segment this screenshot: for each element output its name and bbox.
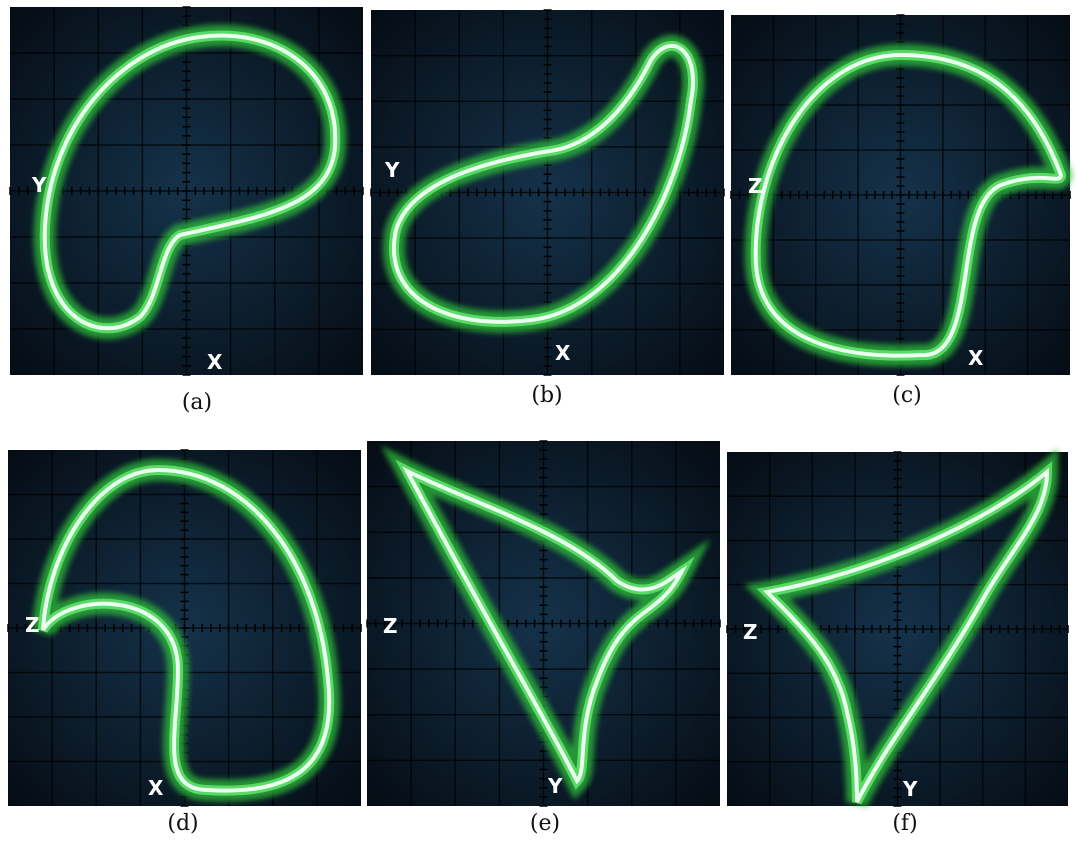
vertical-axis-label: Z [748, 174, 763, 198]
panel-caption: (b) [531, 383, 562, 408]
panel: Z Y (f) [727, 452, 1068, 836]
horizontal-axis-label: X [555, 341, 571, 365]
panel-caption: (d) [167, 811, 198, 836]
vertical-axis-label: Y [31, 173, 47, 197]
panel: Z X (c) [731, 15, 1070, 408]
figure: YX(a)YX(b)ZX(c)ZX(d)ZY(e)ZY(f) [0, 0, 1077, 846]
panel-caption: (e) [530, 811, 560, 836]
panel-caption: (f) [892, 811, 917, 836]
horizontal-axis-label: X [148, 776, 164, 800]
horizontal-axis-label: Y [902, 777, 918, 801]
vertical-axis-label: Z [383, 614, 398, 638]
panel: Y X (b) [371, 10, 724, 408]
panel-caption: (c) [892, 383, 922, 408]
panel: Z X(d) [8, 450, 361, 836]
vertical-axis-label: Z [25, 613, 40, 637]
panel: Y X (a) [10, 7, 363, 415]
page: YX(a)YX(b)ZX(c)ZX(d)ZY(e)ZY(f) (() => { … [0, 0, 1077, 846]
horizontal-axis-label: X [207, 350, 223, 374]
horizontal-axis-label: X [968, 346, 984, 370]
panel-caption: (a) [182, 390, 212, 415]
horizontal-axis-label: Y [547, 774, 563, 798]
panel: Z Y (e) [367, 441, 720, 836]
vertical-axis-label: Z [743, 620, 758, 644]
vertical-axis-label: Y [384, 158, 400, 182]
